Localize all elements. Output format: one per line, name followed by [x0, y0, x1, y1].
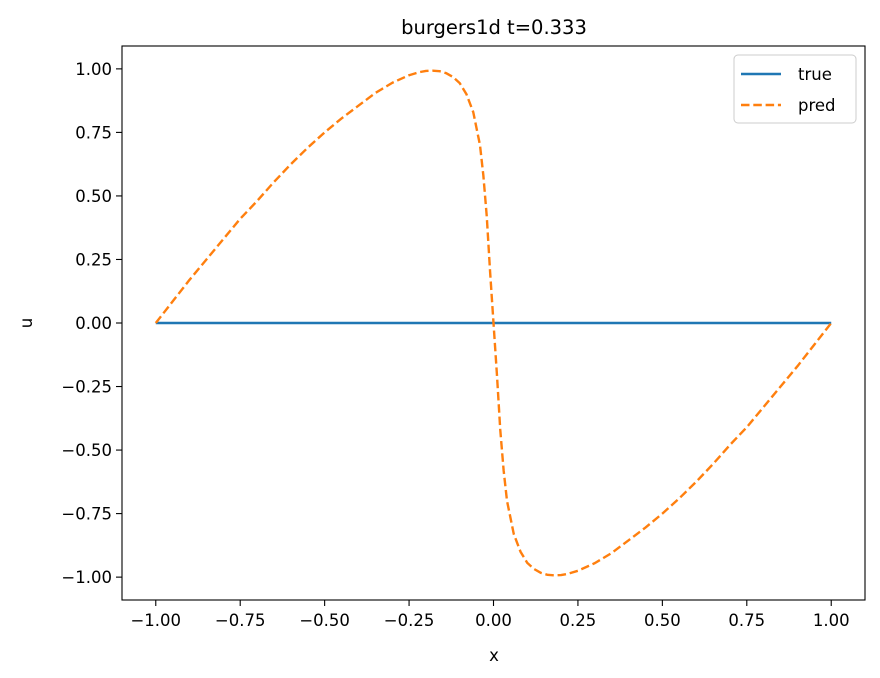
x-tick-label: 0.00	[475, 611, 512, 630]
y-axis-ticks: 1.00 0.75 0.50 0.25 0.00 −0.25 −0.50 −0.75 −1.00	[61, 60, 122, 587]
y-axis-label: u	[17, 318, 36, 328]
x-axis-ticks: −1.00 −0.75 −0.50 −0.25 0.00 0.25 0.50 0.75 1.00	[130, 600, 850, 630]
legend-label-pred: pred	[798, 96, 836, 115]
chart-title: burgers1d t=0.333	[401, 16, 587, 39]
x-tick-label: −0.25	[384, 611, 435, 630]
y-tick-label: 1.00	[75, 60, 112, 79]
y-tick-label: 0.50	[75, 187, 112, 206]
x-tick-label: −0.75	[215, 611, 266, 630]
y-tick-label: −0.25	[61, 378, 112, 397]
y-tick-label: 0.25	[75, 250, 112, 269]
x-tick-label: 0.75	[728, 611, 765, 630]
legend-label-true: true	[798, 65, 832, 84]
series-line-pred	[154, 69, 833, 577]
x-tick-label: 0.25	[560, 611, 597, 630]
x-tick-label: −0.50	[299, 611, 350, 630]
x-axis-label: x	[489, 646, 499, 665]
x-tick-label: 0.50	[644, 611, 681, 630]
legend-box	[733, 54, 857, 124]
y-tick-label: 0.75	[75, 123, 112, 142]
y-tick-label: −1.00	[61, 568, 112, 587]
y-tick-label: −0.50	[61, 441, 112, 460]
y-tick-label: −0.75	[61, 505, 112, 524]
x-tick-label: 1.00	[813, 611, 850, 630]
plot-series	[154, 69, 833, 577]
y-tick-label: 0.00	[75, 314, 112, 333]
x-tick-label: −1.00	[130, 611, 181, 630]
legend: true pred	[733, 54, 857, 124]
